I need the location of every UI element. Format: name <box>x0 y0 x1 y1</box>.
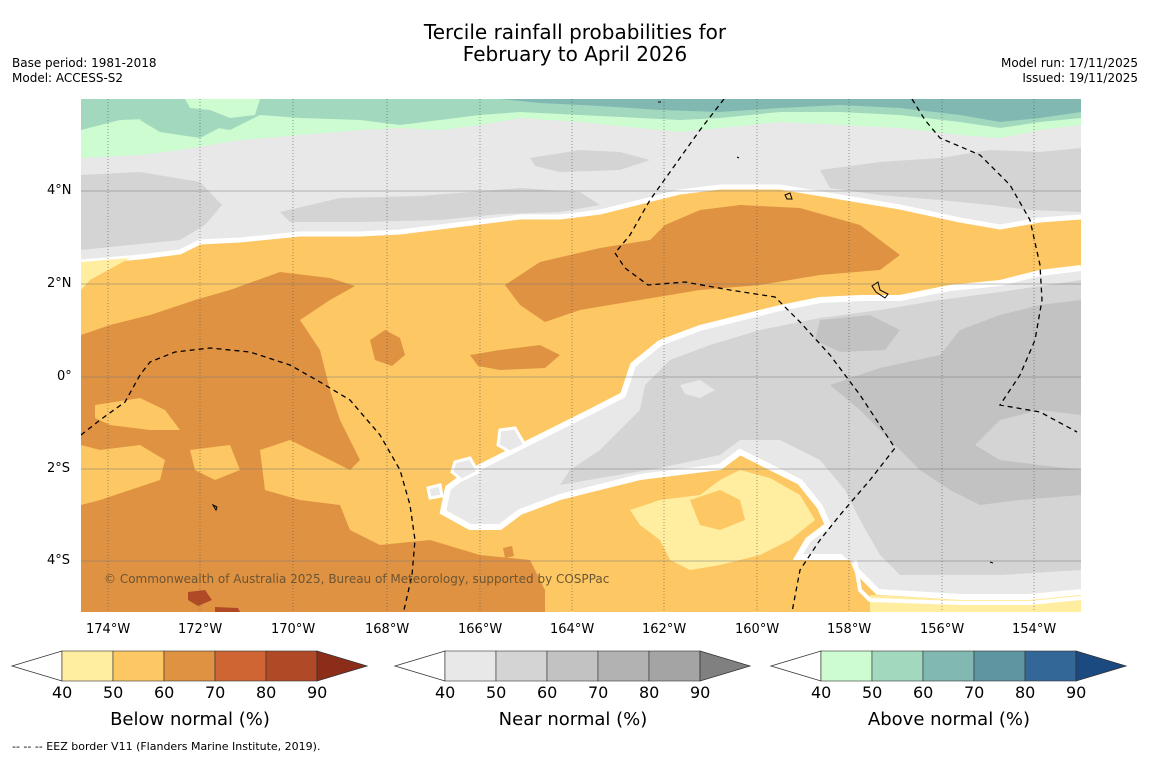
above-normal-70-west <box>140 110 225 138</box>
near-normal-north-darker <box>81 148 1081 250</box>
near-colorbar-tick: 90 <box>690 683 711 702</box>
eez-footnote: -- -- -- EEZ border V11 (Flanders Marine… <box>12 740 321 753</box>
below-colorbar-under-triangle <box>10 650 63 682</box>
issued-date: Issued: 19/11/2025 <box>1022 71 1138 85</box>
white-gap-north <box>81 184 1081 265</box>
near-colorbar-over-triangle <box>699 650 752 682</box>
below-60-patch-small <box>370 330 405 366</box>
below-60-small-dot <box>503 546 514 558</box>
lon-tick-158w: 158°W <box>827 622 872 637</box>
title-line-1: Tercile rainfall probabilities for <box>423 20 727 44</box>
lat-tick-0: 0° <box>57 369 72 384</box>
near-colorbar-segment <box>597 650 650 682</box>
below-colorbar-tick: 50 <box>103 683 124 702</box>
latitude-lines <box>81 190 1081 562</box>
below-colorbar-tick: 90 <box>307 683 328 702</box>
lon-tick-166w: 166°W <box>458 622 503 637</box>
below-80-patches <box>188 590 240 612</box>
below-colorbar-segment <box>61 650 114 682</box>
lat-tick-4s: 4°S <box>47 553 71 568</box>
below-60-west-inner-gap <box>95 398 240 480</box>
map-copyright: © Commonwealth of Australia 2025, Bureau… <box>104 572 610 586</box>
lon-tick-170w: 170°W <box>271 622 316 637</box>
lon-tick-156w: 156°W <box>920 622 965 637</box>
near-colorbar-tick: 50 <box>486 683 507 702</box>
below-colorbar-tick: 80 <box>256 683 277 702</box>
islands <box>211 101 994 564</box>
above-colorbar-under-triangle <box>769 650 822 682</box>
lon-tick-164w: 164°W <box>550 622 595 637</box>
below-60-west <box>81 272 545 612</box>
below-colorbar-over-triangle <box>316 650 369 682</box>
colorbars-svg <box>10 650 1128 682</box>
near-colorbar-segment <box>444 650 497 682</box>
near-colorbar-segment <box>495 650 548 682</box>
near-colorbar-tick: 60 <box>537 683 558 702</box>
near-colorbar-segment <box>648 650 701 682</box>
base-period: Base period: 1981-2018 <box>12 56 157 70</box>
below-colorbar-segment <box>163 650 216 682</box>
above-normal-60-band <box>81 99 1081 130</box>
model-run: Model run: 17/11/2025 <box>1000 56 1138 70</box>
above-colorbar-tick: 40 <box>811 683 832 702</box>
colorbar-below-title: Below normal (%) <box>110 709 270 730</box>
below-colorbar-segment <box>265 650 318 682</box>
lon-tick-168w: 168°W <box>365 622 410 637</box>
lat-tick-2s: 2°S <box>47 461 71 476</box>
near-colorbar-tick: 40 <box>435 683 456 702</box>
near-colorbar-tick: 70 <box>588 683 609 702</box>
colorbar-above-normal <box>769 650 1128 682</box>
colorbar-above-title: Above normal (%) <box>867 709 1031 730</box>
above-colorbar-tick: 90 <box>1066 683 1087 702</box>
lon-tick-160w: 160°W <box>735 622 780 637</box>
above-colorbar-tick: 70 <box>964 683 985 702</box>
lat-tick-2n: 2°N <box>47 276 72 291</box>
below-40-pale-west <box>81 258 130 290</box>
below-50-south-east <box>690 490 860 612</box>
lat-tick-4n: 4°N <box>47 183 72 198</box>
below-60-northeast <box>505 205 900 322</box>
below-colorbar-segment <box>112 650 165 682</box>
colorbar-near-title: Near normal (%) <box>498 709 648 730</box>
lon-tick-162w: 162°W <box>642 622 687 637</box>
near-normal-white-island-outlines <box>426 426 528 500</box>
map-area <box>81 99 1081 612</box>
below-colorbar-tick: 70 <box>205 683 226 702</box>
model-name: Model: ACCESS-S2 <box>12 71 124 85</box>
near-normal-white-ring <box>439 265 1081 600</box>
near-colorbar-tick: 80 <box>639 683 660 702</box>
lon-tick-154w: 154°W <box>1012 622 1057 637</box>
below-40-pale-south <box>630 470 1081 612</box>
colorbar-near-normal <box>393 650 752 682</box>
above-colorbar-tick: 80 <box>1015 683 1036 702</box>
near-normal-southeast-70 <box>815 300 1081 505</box>
above-colorbar-tick: 60 <box>913 683 934 702</box>
above-colorbar-segment <box>973 650 1026 682</box>
below-colorbar-tick: 40 <box>52 683 73 702</box>
above-normal-70-band <box>500 99 1081 122</box>
colorbar-below-normal <box>10 650 369 682</box>
above-normal-50-west <box>185 99 260 118</box>
lon-tick-172w: 172°W <box>178 622 223 637</box>
below-colorbar-segment <box>214 650 267 682</box>
title-line-2: February to April 2026 <box>462 42 688 66</box>
above-colorbar-over-triangle <box>1075 650 1128 682</box>
below-colorbar-tick: 60 <box>154 683 175 702</box>
above-colorbar-segment <box>1024 650 1077 682</box>
above-colorbar-segment <box>820 650 873 682</box>
eez-borders <box>81 99 1078 612</box>
lon-tick-174w: 174°W <box>86 622 131 637</box>
above-colorbar-segment <box>922 650 975 682</box>
below-60-patch-east <box>470 345 560 370</box>
near-colorbar-under-triangle <box>393 650 446 682</box>
near-colorbar-segment <box>546 650 599 682</box>
white-south-gap <box>853 559 1081 605</box>
above-colorbar-tick: 50 <box>862 683 883 702</box>
above-colorbar-segment <box>871 650 924 682</box>
